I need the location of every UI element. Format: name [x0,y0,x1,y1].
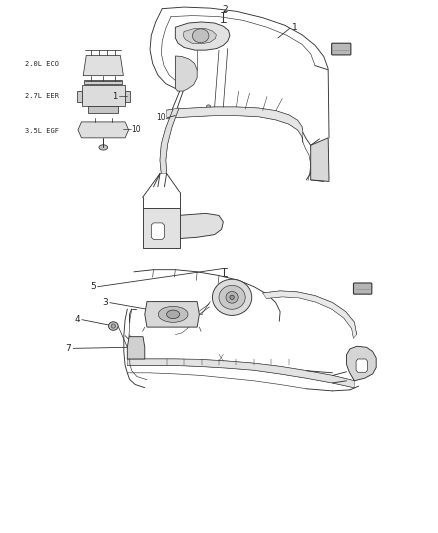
Ellipse shape [158,306,188,322]
Text: 2.0L ECO: 2.0L ECO [25,61,59,68]
Text: 3: 3 [102,298,108,307]
Ellipse shape [109,322,118,330]
FancyBboxPatch shape [353,283,372,294]
Polygon shape [77,91,82,102]
Ellipse shape [134,354,138,358]
Text: 2: 2 [223,5,228,14]
Polygon shape [311,138,329,181]
Ellipse shape [92,89,115,104]
Polygon shape [356,359,367,372]
Polygon shape [175,56,197,91]
Text: 1: 1 [292,23,298,32]
Ellipse shape [192,29,209,43]
Ellipse shape [322,167,325,169]
Ellipse shape [134,350,138,353]
Polygon shape [127,359,354,387]
Polygon shape [88,106,118,114]
Bar [143,208,180,248]
FancyBboxPatch shape [332,43,351,55]
Text: 2.7L EER: 2.7L EER [25,93,59,99]
Polygon shape [145,302,199,327]
Text: 1: 1 [113,92,118,101]
Polygon shape [78,122,129,138]
Polygon shape [83,55,124,76]
Ellipse shape [226,292,238,303]
Text: 3.5L EGF: 3.5L EGF [25,128,59,134]
Ellipse shape [206,105,211,109]
Text: 4: 4 [74,315,80,324]
Polygon shape [127,337,145,359]
Ellipse shape [219,285,245,309]
Polygon shape [82,85,125,106]
Text: 7: 7 [66,344,71,353]
Ellipse shape [99,145,108,150]
Ellipse shape [111,324,116,328]
Ellipse shape [322,174,325,176]
Ellipse shape [91,109,94,112]
Polygon shape [346,346,376,381]
Text: 10: 10 [156,113,166,122]
Polygon shape [145,213,223,239]
Polygon shape [263,291,357,338]
Ellipse shape [360,373,363,376]
Ellipse shape [322,151,325,154]
Text: 10: 10 [132,125,141,134]
Polygon shape [160,108,179,173]
Polygon shape [183,28,216,44]
Polygon shape [175,22,230,50]
Ellipse shape [113,109,115,112]
Bar [84,80,122,84]
Text: 5: 5 [90,282,96,291]
Ellipse shape [322,159,325,161]
Polygon shape [125,91,130,102]
Polygon shape [151,223,164,239]
Ellipse shape [166,310,180,319]
Polygon shape [166,107,303,142]
Ellipse shape [230,295,234,300]
Ellipse shape [212,279,252,316]
